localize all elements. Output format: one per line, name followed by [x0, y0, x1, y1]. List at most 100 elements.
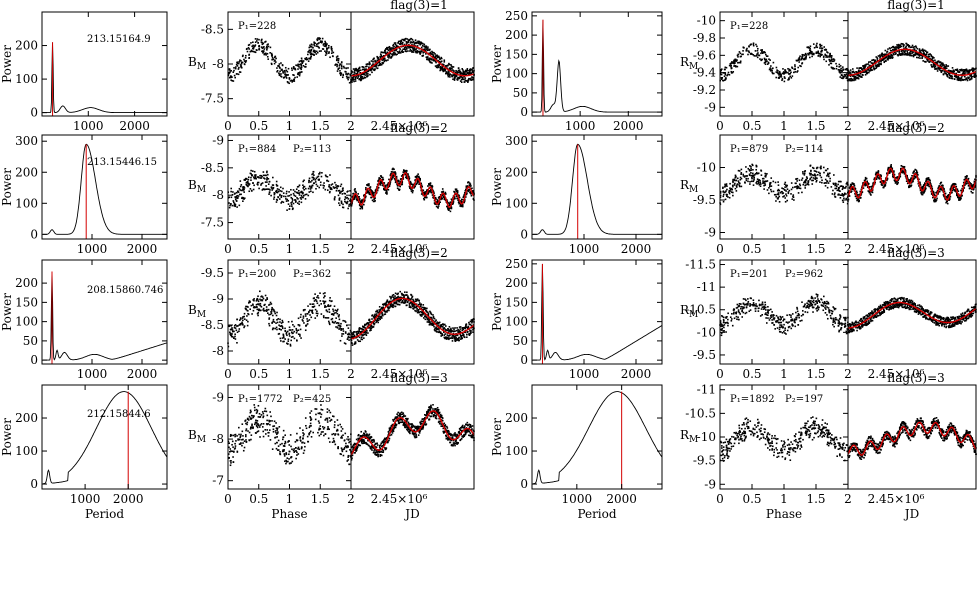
jd-point: [375, 66, 377, 68]
phase-point: [756, 180, 758, 183]
phase-point: [794, 68, 796, 70]
jd-point: [390, 172, 392, 175]
jd-point: [400, 178, 403, 180]
jd-point: [420, 182, 423, 185]
phase-point: [252, 303, 254, 306]
lightcurve-left-1-ytick-label: -9: [212, 133, 224, 147]
jd-point: [410, 188, 412, 191]
jd-point: [884, 49, 887, 52]
jd-point: [939, 65, 942, 67]
jd-point: [898, 52, 901, 55]
phase-point: [334, 181, 336, 184]
jd-point: [902, 170, 905, 173]
jd-point: [855, 197, 858, 200]
jd-point: [421, 44, 424, 47]
phase-point: [723, 68, 726, 71]
jd-point: [873, 68, 875, 71]
phase-point: [229, 203, 232, 205]
jd-point: [927, 55, 930, 58]
jd-point: [855, 77, 858, 79]
jd-point: [460, 81, 463, 83]
phase-point: [314, 42, 316, 44]
jd-point: [453, 191, 456, 193]
jd-point: [355, 72, 357, 75]
jd-point: [917, 174, 919, 176]
jd-point: [391, 53, 393, 56]
phase-point: [286, 209, 288, 211]
jd-point: [853, 71, 856, 74]
jd-point: [355, 191, 357, 194]
phase-point: [829, 54, 831, 57]
periodogram-right-0-ytick-label: 150: [505, 47, 528, 61]
phase-point: [762, 51, 765, 54]
phase-point: [329, 187, 332, 189]
jd-point: [412, 41, 414, 44]
jd-point: [386, 191, 388, 193]
jd-point: [969, 182, 971, 184]
jd-point: [429, 53, 432, 55]
jd-point: [414, 49, 416, 51]
jd-point: [432, 54, 435, 57]
jd-point: [962, 181, 965, 184]
phase-point: [777, 181, 779, 183]
phase-point: [340, 67, 343, 70]
jd-point: [355, 69, 358, 72]
jd-point: [418, 176, 420, 179]
phase-point: [297, 333, 300, 336]
jd-point: [407, 40, 410, 42]
phase-point: [776, 189, 779, 192]
jd-point: [363, 73, 366, 76]
phase-point: [819, 43, 821, 46]
jd-point: [372, 63, 374, 65]
phase-point: [724, 198, 727, 201]
jd-point: [469, 192, 472, 194]
phase-point: [820, 44, 823, 47]
phase-point: [339, 185, 342, 188]
phase-point: [756, 183, 758, 185]
phase-point: [736, 183, 739, 186]
periodogram-right-1-ylabel: Power: [490, 168, 504, 206]
jd-point: [921, 187, 924, 190]
phase-point: [282, 72, 284, 74]
phase-point: [305, 56, 308, 59]
jd-point: [930, 190, 932, 193]
phase-point: [326, 47, 328, 50]
phase-point: [803, 181, 806, 184]
jd-point: [469, 70, 471, 73]
jd-point: [464, 79, 467, 81]
phase-point: [769, 59, 771, 61]
phase-point: [261, 38, 263, 41]
jd-point: [419, 178, 421, 181]
phase-point: [763, 58, 766, 61]
jd-point: [939, 183, 942, 185]
jd-point: [350, 204, 353, 206]
phase-point: [298, 203, 300, 205]
phase-point: [819, 45, 822, 48]
phase-point: [348, 339, 350, 341]
phase-point: [339, 192, 341, 195]
phase-point: [807, 181, 810, 184]
jd-point: [865, 71, 867, 73]
jd-point: [904, 46, 907, 49]
jd-point: [356, 70, 359, 73]
phase-point: [825, 60, 828, 63]
phase-point: [267, 58, 270, 60]
phase-point: [833, 67, 836, 70]
phase-point: [292, 66, 295, 68]
jd-point: [423, 198, 426, 201]
jd-point: [942, 69, 944, 72]
periodogram-left-2-xtick-label: 2000: [127, 367, 158, 381]
phase-point: [777, 72, 779, 75]
phase-point: [829, 59, 832, 62]
phase-point: [738, 170, 741, 172]
phase-point: [337, 61, 340, 64]
jd-point: [422, 54, 425, 57]
periodogram-left-0-ytick-label: 100: [15, 72, 38, 86]
phase-point: [782, 68, 784, 70]
jd-point: [398, 182, 401, 185]
phase-point: [827, 173, 830, 176]
jd-point: [902, 43, 904, 45]
phase-point: [264, 188, 266, 191]
lightcurve-right-0-jd-frame: [847, 11, 977, 117]
phase-point: [318, 173, 320, 175]
